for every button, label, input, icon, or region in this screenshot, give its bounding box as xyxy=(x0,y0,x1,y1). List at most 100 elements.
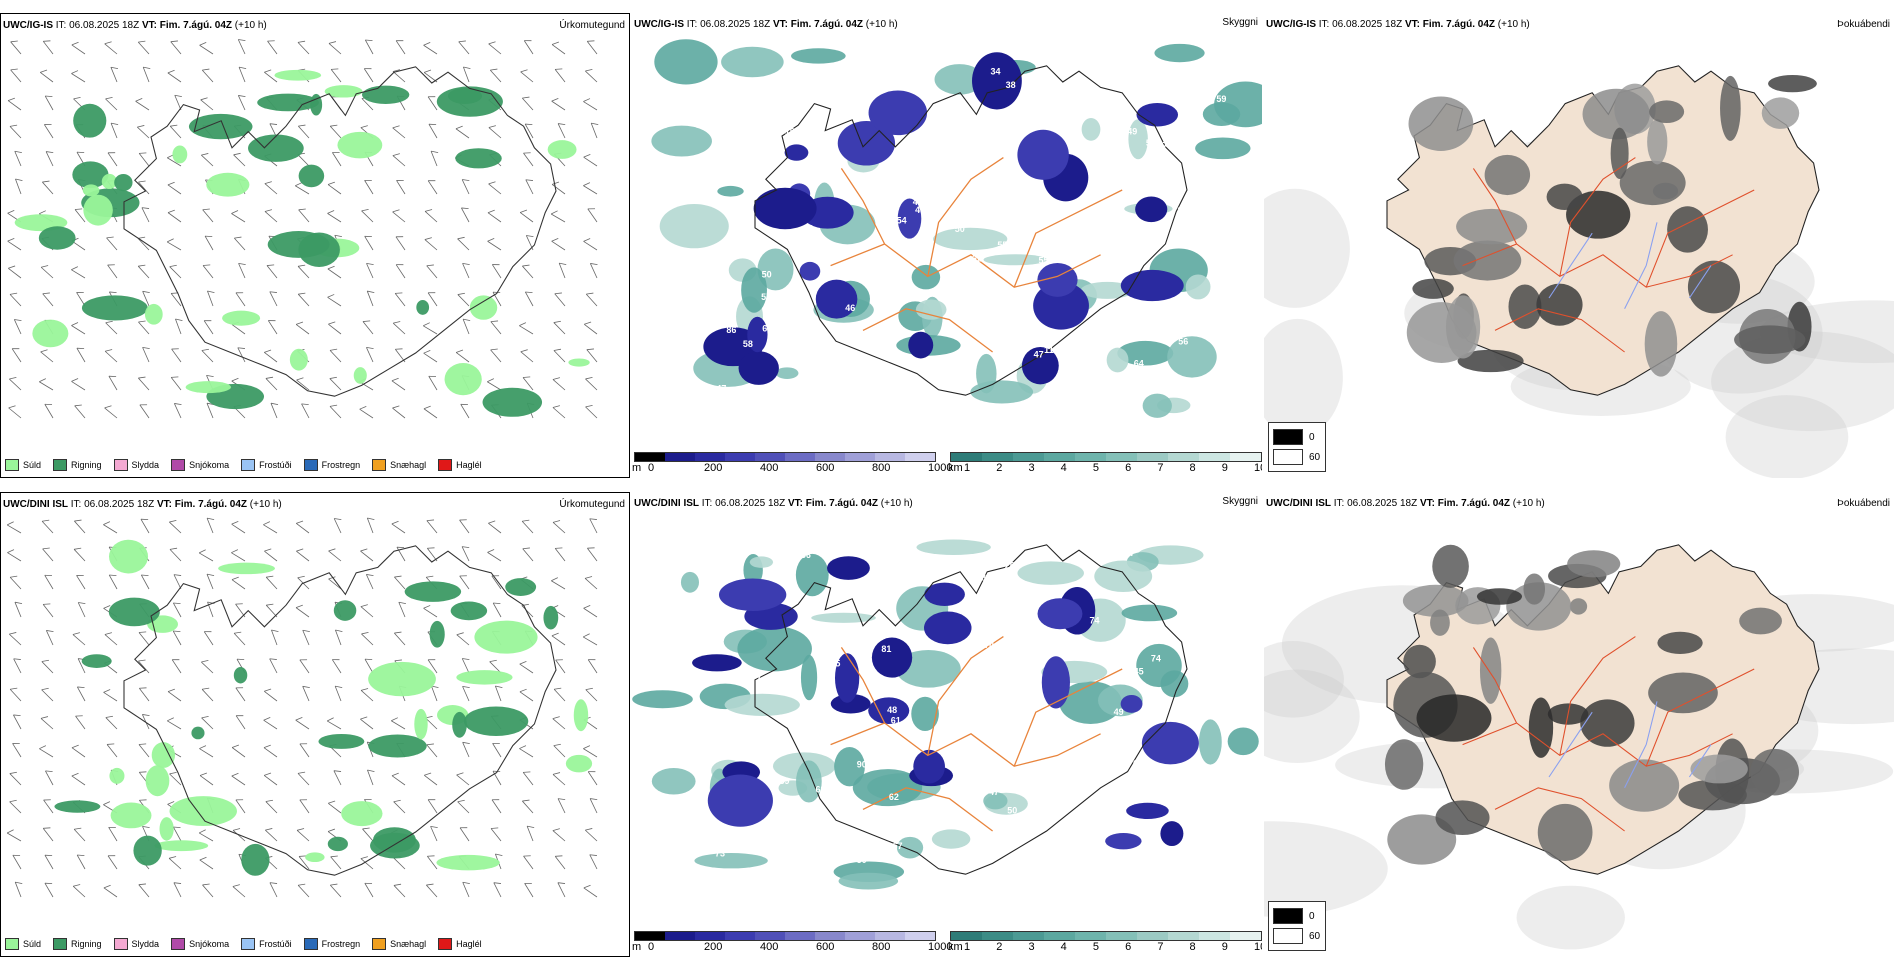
wind-barb xyxy=(9,799,22,814)
visibility-area xyxy=(1080,281,1134,299)
wind-barb xyxy=(552,520,566,534)
cloud-base-label: 197 xyxy=(785,127,800,137)
wind-barb xyxy=(265,603,278,618)
cloud-base-area xyxy=(707,774,773,827)
cloud-base-label: 31 xyxy=(1154,221,1164,231)
wind-barb xyxy=(237,95,246,111)
cloud-base-label: 11 xyxy=(1044,345,1054,355)
cloud-base-label: 45 xyxy=(915,205,925,215)
wind-barb xyxy=(488,41,502,55)
colorbar-cell xyxy=(635,932,665,940)
wind-barb xyxy=(519,322,534,335)
fog-index-area xyxy=(1430,609,1450,636)
wind-barb xyxy=(456,772,470,786)
wind-barb xyxy=(360,716,374,730)
wind-barb xyxy=(302,685,310,702)
cloud-base-area xyxy=(1120,694,1143,713)
legend-label: 0 xyxy=(1309,910,1315,922)
wind-barb xyxy=(519,209,534,223)
wind-barb xyxy=(9,124,22,139)
wind-barb xyxy=(77,602,86,618)
wind-barb xyxy=(553,743,566,758)
legend-label: Rigning xyxy=(71,460,102,470)
wind-barb xyxy=(42,292,54,307)
cloud-base-label: 73 xyxy=(715,849,725,859)
map-header: UWC/DINI ISL IT: 06.08.2025 18Z VT: Fim.… xyxy=(1266,498,1545,509)
panel-title: Úrkomutegund xyxy=(559,20,625,31)
wind-barb xyxy=(104,405,118,419)
cloud-base-label: 54 xyxy=(1036,244,1046,254)
precip-area xyxy=(353,367,367,384)
wind-barb xyxy=(295,716,310,730)
wind-barb xyxy=(328,548,342,562)
colorbar-cell xyxy=(845,453,875,461)
cloud-base-label: 62 xyxy=(816,785,826,795)
cloud-base-label: 97 xyxy=(1157,141,1167,151)
cloud-base-area xyxy=(747,316,768,353)
fog-index-area xyxy=(1456,208,1528,245)
wind-barb xyxy=(423,605,438,618)
visibility-area xyxy=(717,185,744,197)
visibility-tick: 10 xyxy=(1254,941,1262,953)
wind-barb xyxy=(460,403,470,419)
visibility-area xyxy=(915,299,947,320)
fog-index-area xyxy=(1528,697,1554,758)
visibility-area xyxy=(934,64,985,95)
wind-barb xyxy=(393,883,406,898)
wind-barb xyxy=(42,603,54,618)
legend-swatch xyxy=(1273,429,1303,445)
visibility-unit: km xyxy=(948,941,963,953)
wind-barb xyxy=(173,574,182,590)
wind-barb xyxy=(43,799,54,814)
wind-barb xyxy=(263,717,278,730)
cloud-scales: m02004006008001000km12345678910 xyxy=(632,929,1262,957)
wind-barb xyxy=(297,264,310,279)
wind-barb xyxy=(424,237,438,251)
visibility-area xyxy=(1214,81,1262,128)
colorbar-cell xyxy=(982,453,1013,461)
fog-index-area xyxy=(1416,694,1492,742)
wind-barb xyxy=(364,882,374,898)
wind-barb xyxy=(331,659,342,674)
wind-barb xyxy=(330,855,342,870)
cloud-base-label: 59 xyxy=(779,776,789,786)
precip-area xyxy=(144,303,163,325)
legend-swatch xyxy=(53,459,68,471)
wind-barb xyxy=(106,743,118,758)
wind-barb xyxy=(9,771,22,786)
legend-label: Snjókoma xyxy=(189,460,230,470)
cloud-base-label: 54 xyxy=(973,842,983,852)
visibility-tick: 6 xyxy=(1125,941,1132,953)
cloud-base-area xyxy=(1126,802,1169,820)
wind-barb xyxy=(44,854,54,870)
wind-barb xyxy=(424,209,438,223)
wind-barb xyxy=(74,208,86,223)
precip-area xyxy=(114,174,133,192)
legend-label: Snjókoma xyxy=(189,939,230,949)
visibility-area xyxy=(838,872,899,890)
wind-barb xyxy=(174,94,182,111)
visibility-tick: 8 xyxy=(1189,462,1196,474)
wind-barb xyxy=(458,40,470,55)
fog-sea-area xyxy=(1264,641,1344,718)
colorbar-cell xyxy=(1106,453,1137,461)
wind-barb xyxy=(45,151,54,167)
fog-index-area xyxy=(1647,119,1668,165)
cloud-height-unit: m xyxy=(632,462,642,474)
wind-barb xyxy=(171,659,182,674)
legend-label: Súld xyxy=(23,460,42,470)
precip-area xyxy=(436,854,500,871)
wind-barb xyxy=(487,238,502,251)
wind-barb xyxy=(108,574,118,590)
wind-barb xyxy=(364,235,374,251)
wind-barb xyxy=(456,632,470,646)
visibility-tick: 4 xyxy=(1060,941,1067,953)
colorbar-cell xyxy=(1137,932,1168,940)
wind-barb xyxy=(201,348,214,363)
wind-barb xyxy=(522,547,534,562)
visibility-area xyxy=(1142,393,1172,418)
cloud-height-unit: m xyxy=(632,941,642,953)
wind-barb xyxy=(167,181,182,195)
wind-barb xyxy=(11,348,22,363)
legend-swatch xyxy=(241,459,256,471)
